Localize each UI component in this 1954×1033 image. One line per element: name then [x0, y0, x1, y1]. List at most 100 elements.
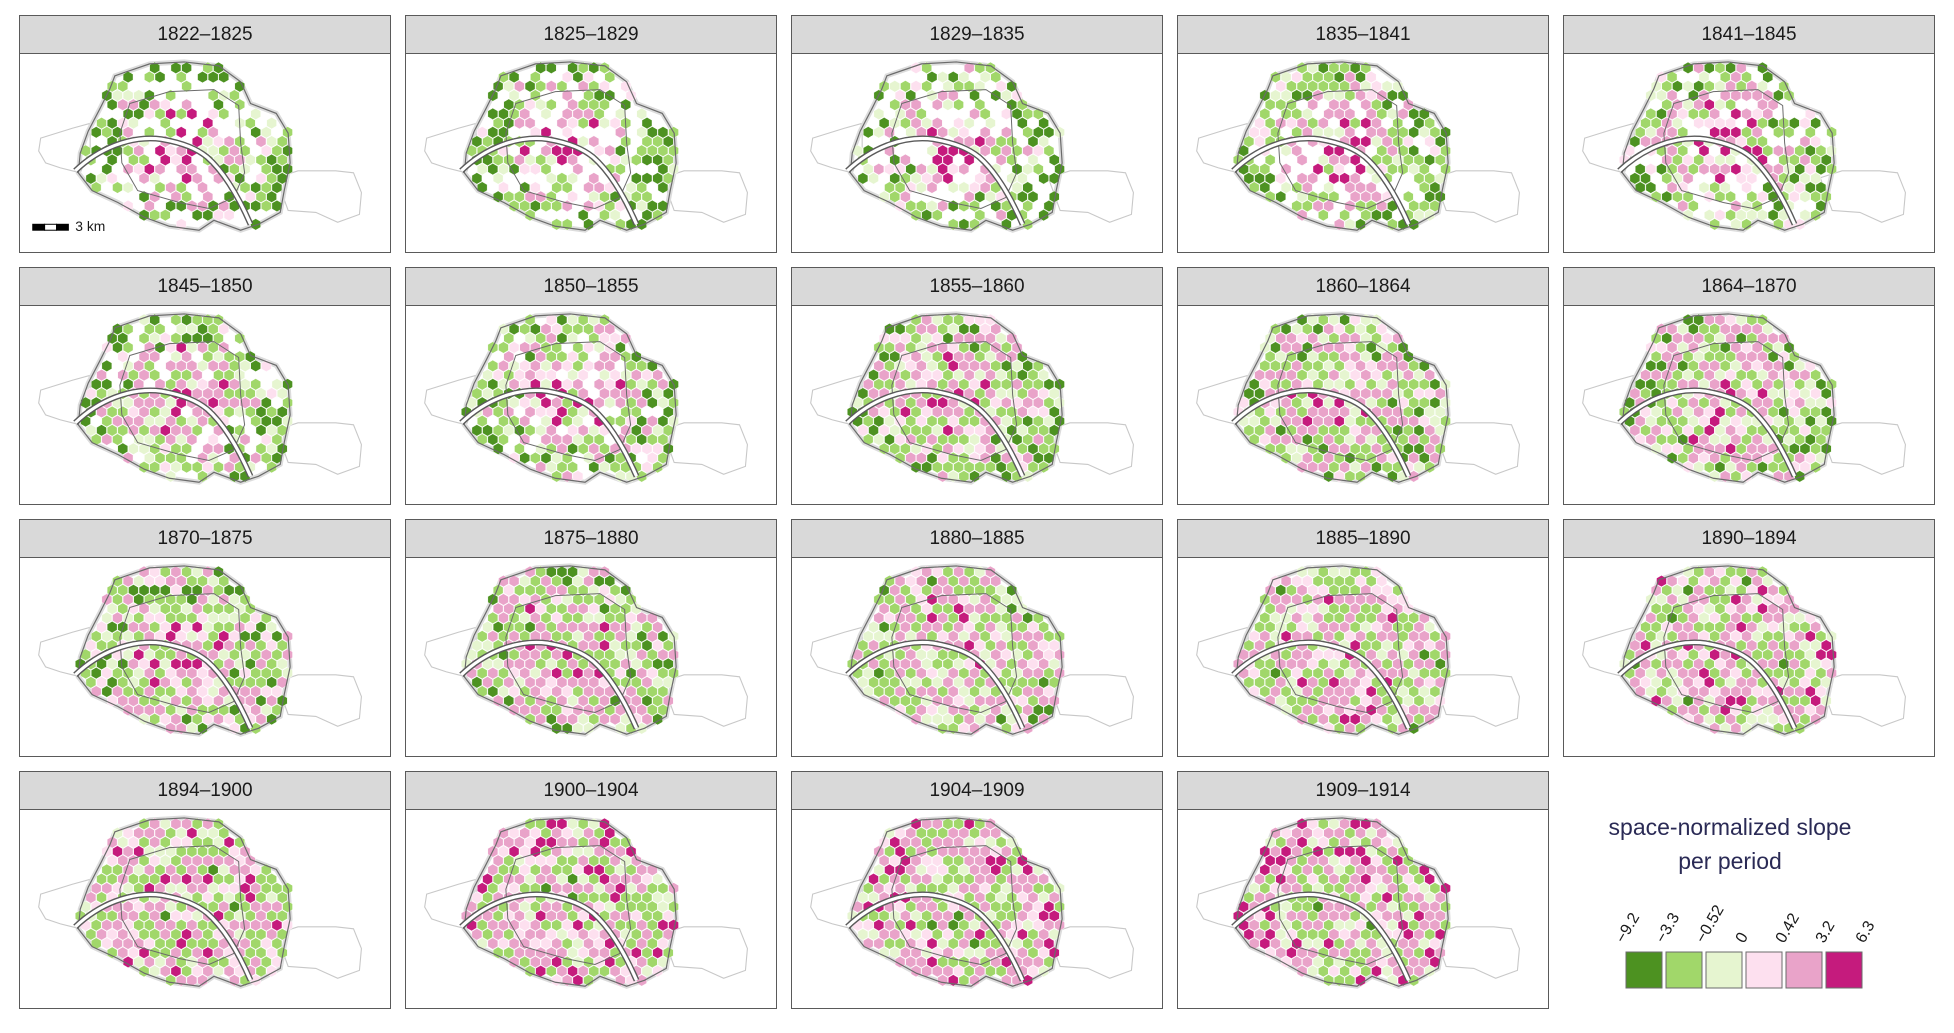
hex-cell: [1344, 451, 1356, 464]
hex-cell: [1011, 415, 1023, 428]
hex-cell: [255, 891, 267, 904]
hex-cell: [1751, 703, 1763, 716]
hex-cell: [958, 181, 970, 194]
hex-cell: [1435, 405, 1446, 418]
hex-cell: [546, 909, 557, 922]
hex-cell: [1249, 126, 1260, 139]
hex-cell: [1757, 442, 1768, 455]
hex-cell: [926, 827, 938, 840]
hex-cell: [1286, 909, 1297, 922]
hex-cell: [958, 845, 970, 858]
hex-cell: [96, 117, 107, 130]
hex-cell: [894, 163, 906, 176]
hex-cell: [234, 639, 245, 652]
hex-cell: [1043, 433, 1055, 446]
hex-cell: [540, 199, 552, 212]
hex-cell: [578, 313, 589, 326]
hex-cell: [551, 433, 562, 446]
hex-cell: [926, 919, 938, 932]
hex-cell: [245, 928, 256, 941]
hex-cell: [271, 882, 283, 895]
hex-cell: [1307, 332, 1318, 345]
hex-cell: [519, 863, 530, 876]
hex-cell: [551, 630, 562, 643]
hex-cell: [471, 928, 483, 941]
hex-cell: [540, 433, 552, 446]
hex-cell: [1270, 341, 1281, 354]
hex-cell: [1730, 611, 1742, 624]
hex-cell: [868, 873, 879, 886]
hex-cell: [271, 685, 283, 698]
hex-cell: [1799, 713, 1811, 726]
hex-cell: [1387, 144, 1398, 157]
hex-cell: [176, 323, 187, 336]
hex-cell: [1714, 405, 1726, 418]
hex-cell: [1006, 676, 1017, 689]
hex-cell: [546, 61, 557, 74]
hex-cell: [964, 836, 975, 849]
hex-cell: [197, 685, 208, 698]
hex-cell: [1350, 424, 1361, 437]
hex-cell: [1371, 713, 1382, 726]
hex-cell: [1280, 89, 1292, 102]
hex-cell: [1746, 80, 1758, 93]
hex-cell: [953, 98, 964, 111]
hex-cell: [1387, 163, 1398, 176]
hex-cell: [1762, 648, 1773, 661]
hex-cell: [186, 863, 198, 876]
hex-cell: [1339, 172, 1350, 185]
hex-cell: [207, 71, 219, 84]
hex-cell: [578, 209, 589, 222]
hex-cell: [1243, 424, 1255, 437]
hex-cell: [266, 873, 277, 886]
hex-cell: [1741, 199, 1752, 212]
hex-cell: [197, 845, 208, 858]
hex-cell: [181, 350, 192, 363]
hex-cell: [492, 190, 504, 203]
hex-cell: [884, 359, 895, 372]
hex-cell: [562, 89, 573, 102]
hex-cell: [1751, 323, 1763, 336]
hex-cell: [1666, 593, 1678, 606]
hex-cell: [1773, 611, 1784, 624]
hex-cell: [1022, 163, 1033, 176]
hex-cell: [133, 144, 144, 157]
hex-cell: [1741, 181, 1752, 194]
hex-cell: [1821, 639, 1832, 652]
city-limit-line: [1235, 313, 1449, 483]
hex-cell: [604, 359, 615, 372]
hex-cell: [1693, 657, 1704, 670]
hex-cell: [234, 602, 245, 615]
hex-cell: [223, 713, 235, 726]
facet-panel: 1890–1894: [1563, 519, 1935, 757]
hex-cell: [1334, 107, 1345, 120]
hex-cell: [916, 845, 927, 858]
hex-cell: [964, 713, 975, 726]
hex-cell: [926, 575, 938, 588]
hex-cell: [631, 405, 642, 418]
hex-cell: [1424, 873, 1435, 886]
hex-cell: [466, 900, 477, 913]
hex-cell: [1746, 602, 1758, 615]
hex-cell: [1365, 126, 1377, 139]
hex-cell: [1640, 117, 1651, 130]
hex-cell: [1323, 882, 1334, 895]
hex-cell: [138, 350, 150, 363]
hex-map: [792, 810, 1162, 1008]
hex-cell: [492, 909, 504, 922]
hex-cell: [1323, 433, 1334, 446]
hex-cell: [133, 415, 144, 428]
hex-cell: [1682, 332, 1694, 345]
hex-cell: [1344, 919, 1356, 932]
hex-cell: [477, 433, 488, 446]
hex-cell: [1275, 836, 1286, 849]
hex-cell: [1397, 415, 1409, 428]
hex-cell: [1387, 630, 1398, 643]
hex-cell: [223, 602, 235, 615]
hex-cell: [176, 181, 187, 194]
hex-cell: [604, 378, 615, 391]
hex-cell: [1688, 685, 1699, 698]
hex-cell: [540, 396, 552, 409]
hex-map: [406, 558, 776, 756]
hex-cell: [609, 602, 621, 615]
